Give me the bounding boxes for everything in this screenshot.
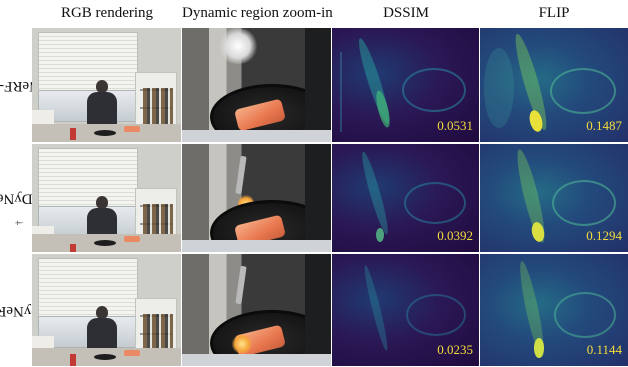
flip-score: 0.1294 [586,228,622,243]
dssim-score: 0.0531 [437,118,473,133]
rgb-rendering-image [32,28,181,142]
dssim-score: 0.0392 [437,228,473,243]
rgb-rendering-image [32,254,181,366]
flip-score: 0.1487 [586,118,622,133]
dynamic-region-zoom-image [182,144,331,252]
row-label-nerf-t: NeRF-T [0,28,40,142]
dssim-error-map: 0.0235 [332,254,479,366]
dssim-error-map: 0.0531 [332,28,479,142]
dynamic-region-zoom-image [182,28,331,142]
dynamic-region-zoom-image [182,254,331,366]
row-label-dynerf-dagger: DyNeRF † [0,144,33,252]
column-header-rgb-rendering: RGB rendering [60,5,154,21]
dssim-score: 0.0235 [437,342,473,357]
dssim-error-map: 0.0392 [332,144,479,252]
column-header-dynamic-zoom: Dynamic region zoom-in [182,5,333,21]
flip-error-map: 0.1487 [480,28,628,142]
row-label-sup: † [14,220,25,226]
column-header-dssim: DSSIM [383,5,429,21]
flip-error-map: 0.1294 [480,144,628,252]
rgb-rendering-image [32,144,181,252]
row-label-dynerf: DyNeRF [0,254,42,366]
flip-error-map: 0.1144 [480,254,628,366]
column-header-flip: FLIP [538,5,570,21]
flip-score: 0.1144 [586,342,622,357]
row-label-text: DyNeRF [0,190,33,207]
